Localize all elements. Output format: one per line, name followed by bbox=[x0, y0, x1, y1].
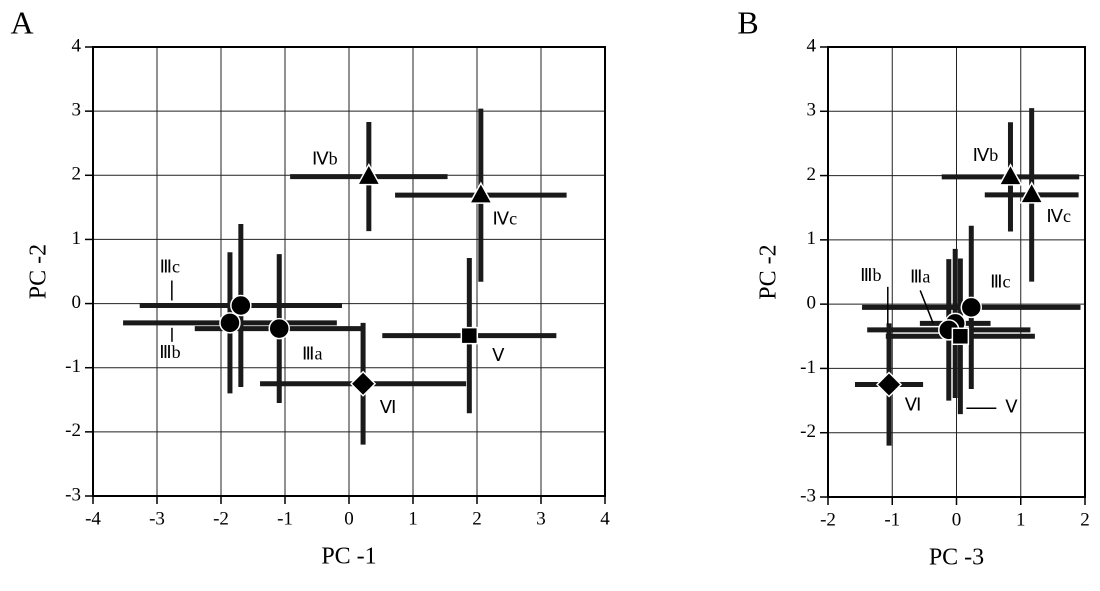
point-marker bbox=[960, 296, 983, 319]
point-label: Ⅲb bbox=[159, 342, 180, 362]
point-label: Ⅲc bbox=[160, 257, 180, 277]
point-marker bbox=[356, 163, 382, 186]
x-tick-label: 4 bbox=[600, 508, 610, 529]
x-tick-label: -1 bbox=[884, 509, 900, 530]
panel-label: A bbox=[10, 4, 33, 40]
y-tick-label: 2 bbox=[72, 164, 82, 185]
y-axis-title: PC -2 bbox=[26, 244, 52, 299]
y-tick-label: -3 bbox=[65, 484, 81, 505]
x-tick-label: -3 bbox=[149, 508, 165, 529]
x-tick-label: -2 bbox=[213, 508, 229, 529]
y-tick-label: 2 bbox=[807, 164, 817, 185]
x-tick-label: -4 bbox=[85, 508, 101, 529]
y-tick-label: 4 bbox=[807, 35, 817, 56]
y-axis-title: PC -2 bbox=[756, 244, 782, 299]
x-axis-title: PC -1 bbox=[321, 544, 376, 570]
point-label: Ⅲa bbox=[910, 267, 930, 287]
point-marker bbox=[1019, 181, 1044, 204]
y-tick-label: 1 bbox=[807, 228, 817, 249]
point-marker bbox=[219, 312, 241, 334]
point-marker bbox=[230, 294, 252, 317]
y-tick-label: 1 bbox=[72, 228, 82, 249]
y-tick-label: 3 bbox=[807, 100, 817, 121]
point-marker bbox=[875, 371, 903, 398]
y-tick-label: -2 bbox=[800, 421, 816, 442]
x-tick-label: 0 bbox=[952, 509, 962, 530]
x-tick-label: 2 bbox=[1080, 509, 1090, 530]
x-tick-label: -1 bbox=[277, 508, 293, 529]
point-marker bbox=[460, 326, 479, 345]
y-tick-label: -2 bbox=[65, 420, 81, 441]
y-tick-label: 0 bbox=[72, 292, 82, 313]
x-tick-label: 2 bbox=[472, 508, 482, 529]
point-label: Ⅳc bbox=[493, 208, 518, 228]
x-axis-title: PC -3 bbox=[929, 545, 984, 571]
y-tick-label: 4 bbox=[72, 35, 82, 56]
point-marker bbox=[468, 181, 494, 204]
y-tick-label: 0 bbox=[807, 293, 817, 314]
leader-line bbox=[919, 290, 934, 324]
y-tick-label: -3 bbox=[800, 485, 816, 506]
point-label: Ⅴ bbox=[492, 345, 505, 365]
point-label: Ⅳb bbox=[312, 149, 338, 169]
x-tick-label: 1 bbox=[408, 508, 418, 529]
point-label: Ⅵ bbox=[905, 395, 922, 415]
y-tick-label: -1 bbox=[800, 357, 816, 378]
x-tick-label: -2 bbox=[820, 509, 836, 530]
plot-frame bbox=[827, 46, 1086, 498]
x-tick-label: 1 bbox=[1016, 509, 1026, 530]
point-label: Ⅴ bbox=[1005, 396, 1018, 416]
point-marker bbox=[350, 370, 377, 397]
point-label: Ⅲa bbox=[302, 344, 322, 364]
x-tick-label: 3 bbox=[536, 508, 546, 529]
point-label: Ⅵ bbox=[380, 397, 397, 417]
point-label: Ⅳc bbox=[1046, 206, 1071, 226]
y-tick-label: 3 bbox=[72, 100, 82, 121]
point-label: Ⅲc bbox=[990, 271, 1010, 291]
x-tick-label: 0 bbox=[344, 508, 354, 529]
point-marker bbox=[268, 317, 290, 340]
point-marker bbox=[998, 163, 1023, 186]
y-tick-label: -1 bbox=[65, 356, 81, 377]
point-marker bbox=[951, 327, 970, 346]
point-label: Ⅳb bbox=[973, 145, 999, 165]
plot-frame bbox=[92, 46, 606, 497]
point-label: Ⅲb bbox=[860, 265, 881, 285]
panel-label: B bbox=[737, 4, 758, 40]
